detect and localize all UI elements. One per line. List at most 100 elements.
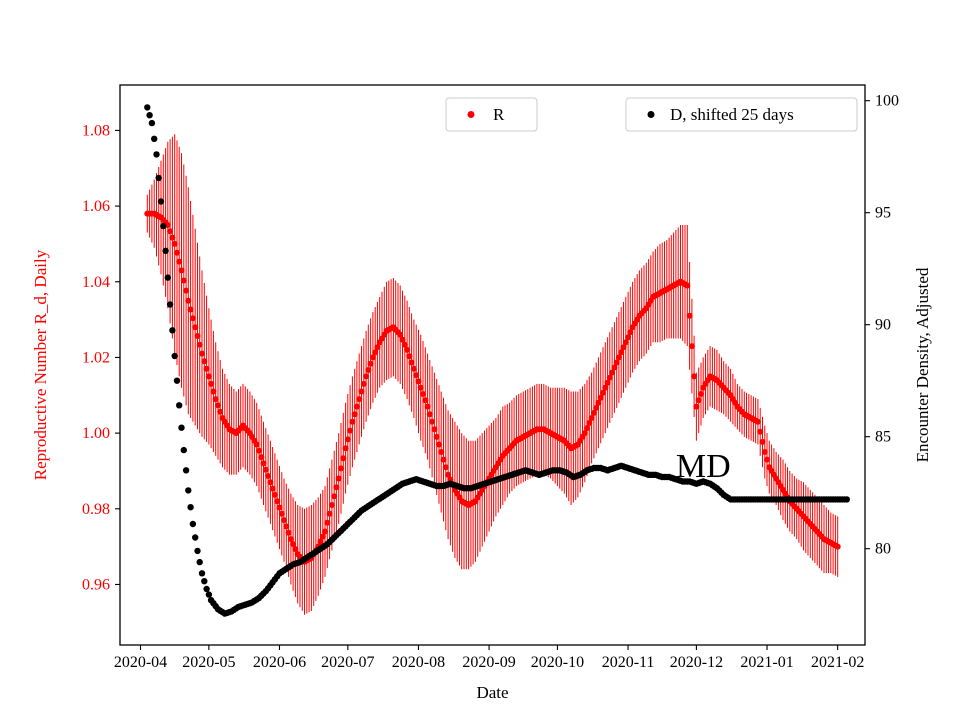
data-point-R	[404, 346, 411, 353]
data-point-R	[597, 394, 604, 401]
data-point-R	[167, 228, 174, 235]
data-point-R	[324, 519, 331, 526]
x-axis-label: Date	[476, 683, 508, 702]
data-point-D	[196, 558, 203, 566]
data-point-R	[256, 447, 262, 454]
data-point-R	[338, 465, 344, 472]
data-point-R	[215, 402, 221, 409]
data-point-R	[686, 312, 693, 319]
data-point-R	[431, 426, 438, 433]
data-point-D	[178, 424, 185, 431]
data-point-R	[267, 479, 274, 486]
data-point-D	[148, 119, 156, 127]
data-point-R	[420, 391, 426, 397]
legend-R: R	[445, 97, 538, 132]
y-right-tick-label: 95	[875, 205, 891, 222]
data-point-R	[253, 441, 260, 448]
data-point-R	[356, 396, 363, 403]
legend-frame	[625, 97, 858, 132]
data-point-R	[615, 354, 622, 361]
data-point-R	[353, 403, 360, 410]
data-point-R	[331, 493, 338, 500]
data-point-R	[180, 277, 187, 284]
data-point-R	[290, 541, 297, 548]
data-point-D	[151, 135, 158, 142]
data-point-R	[276, 504, 283, 511]
data-point-R	[369, 354, 376, 361]
data-point-R	[347, 427, 354, 434]
data-point-D	[187, 504, 194, 511]
data-point-R	[340, 455, 347, 462]
data-point-R	[433, 433, 440, 440]
data-point-R	[757, 428, 764, 435]
data-point-R	[210, 388, 217, 395]
data-point-R	[417, 384, 424, 391]
data-point-R	[174, 249, 180, 256]
data-point-R	[212, 396, 219, 403]
data-point-R	[764, 456, 770, 463]
data-point-R	[611, 364, 618, 371]
y-right-axis-label: Encounter Density, Adjusted	[913, 267, 932, 462]
data-point-R	[185, 297, 192, 304]
data-point-D	[162, 247, 169, 254]
data-point-R	[399, 336, 406, 343]
y-right-tick-label: 90	[875, 317, 891, 334]
data-point-R	[590, 409, 597, 416]
data-point-R	[684, 282, 691, 289]
data-point-R	[344, 436, 351, 443]
data-point-R	[625, 334, 632, 341]
data-point-R	[201, 358, 208, 365]
data-point-R	[178, 267, 185, 274]
data-point-R	[262, 466, 269, 473]
data-point-D	[153, 151, 160, 158]
data-point-D	[185, 487, 192, 494]
data-point-R	[335, 475, 342, 482]
data-point-R	[274, 498, 281, 505]
data-point-R	[199, 350, 205, 357]
y-right-tick-label: 100	[875, 93, 899, 110]
data-point-R	[260, 460, 267, 467]
x-tick-label: 2021-01	[740, 654, 793, 671]
legend-label-R: R	[493, 105, 505, 124]
data-point-R	[438, 449, 445, 455]
data-point-R	[688, 343, 695, 350]
annotation-md: MD	[676, 448, 731, 485]
data-point-D	[144, 104, 151, 111]
data-point-R	[618, 349, 625, 356]
data-point-R	[622, 339, 629, 346]
data-point-D	[173, 377, 181, 384]
data-point-R	[695, 397, 702, 404]
data-point-D	[164, 274, 171, 281]
data-point-R	[600, 389, 606, 396]
series-R	[144, 134, 841, 615]
data-point-R	[194, 333, 201, 339]
data-point-R	[365, 367, 372, 373]
data-point-R	[424, 403, 431, 410]
data-point-R	[604, 379, 611, 386]
data-point-R	[442, 464, 449, 471]
data-point-R	[317, 538, 324, 545]
data-point-R	[187, 306, 194, 313]
data-point-R	[358, 388, 365, 395]
data-point-R	[342, 445, 349, 452]
y-left-tick-label: 1.04	[82, 274, 110, 291]
data-point-R	[440, 456, 447, 463]
x-tick-label: 2021-02	[811, 654, 864, 671]
data-point-D	[201, 578, 208, 585]
data-point-R	[374, 344, 381, 351]
data-point-R	[588, 415, 595, 421]
data-point-R	[408, 359, 415, 366]
data-point-R	[759, 438, 766, 445]
data-point-R	[271, 491, 278, 498]
data-point-D	[146, 112, 153, 119]
legend-marker-D	[647, 111, 655, 118]
y-left-tick-label: 1.02	[82, 349, 110, 366]
data-point-D	[171, 352, 178, 360]
data-point-R	[258, 454, 265, 461]
data-point-R	[319, 533, 326, 540]
data-point-D	[205, 591, 213, 598]
y-left-tick-label: 1.00	[82, 425, 110, 442]
data-point-D	[169, 327, 176, 334]
data-point-R	[360, 380, 367, 387]
